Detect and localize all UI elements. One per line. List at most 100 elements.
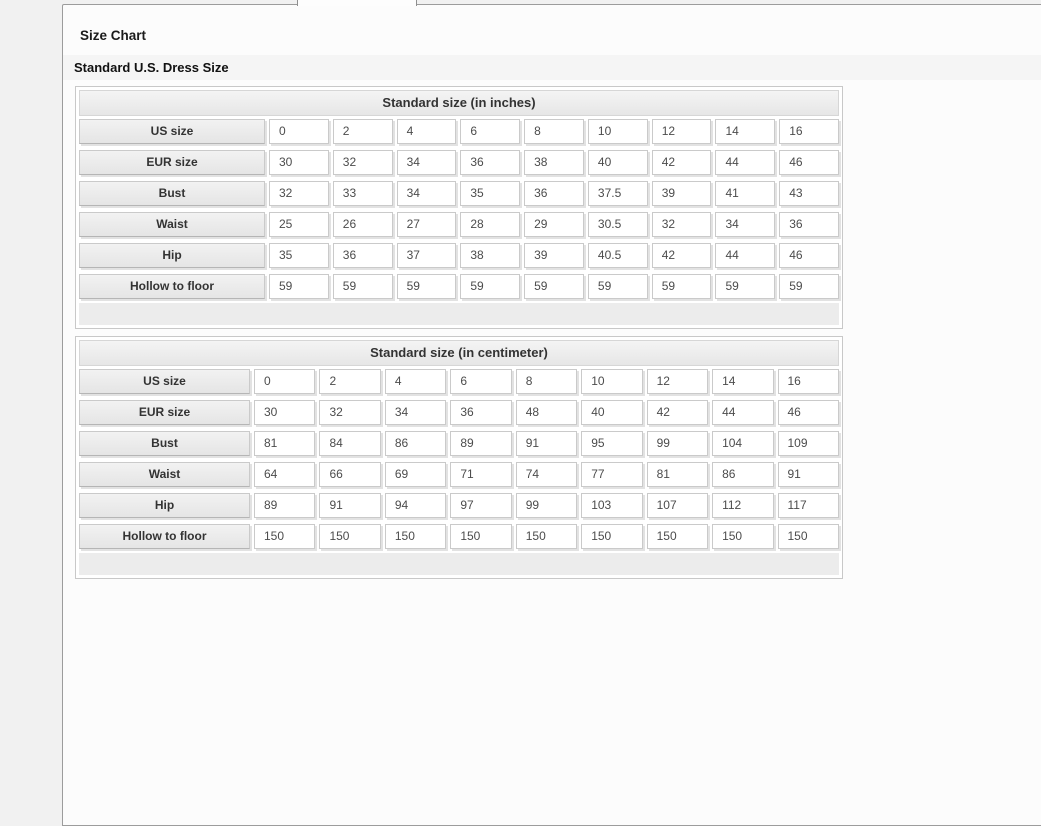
size-cell: 86 (712, 462, 774, 487)
size-cell: 12 (646, 369, 709, 394)
row-label: Bust (79, 431, 250, 456)
size-cell: 39 (524, 243, 584, 268)
size-cell: 59 (524, 274, 584, 299)
table-footer-strip (79, 303, 839, 325)
size-cell: 99 (646, 431, 709, 456)
size-cell: 40 (587, 150, 648, 175)
size-cell: 32 (332, 150, 393, 175)
size-cell: 84 (319, 431, 381, 456)
size-cell: 29 (524, 212, 584, 237)
size-cell: 30 (269, 150, 329, 175)
size-cell: 117 (777, 493, 839, 518)
size-cell: 81 (254, 431, 316, 456)
size-cell: 71 (450, 462, 512, 487)
size-cell: 59 (651, 274, 712, 299)
size-cell: 36 (450, 400, 512, 425)
size-cell: 86 (384, 431, 447, 456)
row-label: US size (79, 369, 250, 394)
size-cell: 0 (269, 119, 329, 144)
size-cell: 32 (319, 400, 381, 425)
size-cell: 39 (651, 181, 712, 206)
size-cell: 89 (254, 493, 316, 518)
size-cell: 34 (384, 400, 447, 425)
size-cell: 59 (715, 274, 776, 299)
size-cell: 14 (712, 369, 774, 394)
size-cell: 10 (587, 119, 648, 144)
size-cell: 8 (515, 369, 578, 394)
size-cell: 59 (587, 274, 648, 299)
size-tables: Standard size (in inches) US size 0 2 4 6 8 10 1… (63, 86, 1041, 579)
row-label: Hollow to floor (79, 524, 250, 549)
table-row: Hip 89 91 94 97 99 103 107 112 117 (79, 491, 839, 522)
size-table-centimeter: Standard size (in centimeter) US size 0 2 4 6… (75, 336, 843, 579)
size-cell: 10 (581, 369, 643, 394)
table-title: Standard size (in inches) (79, 90, 839, 116)
size-cell: 46 (779, 243, 840, 268)
size-cell: 42 (651, 150, 712, 175)
row-label: Waist (79, 462, 250, 487)
size-cell: 2 (319, 369, 381, 394)
size-cell: 150 (515, 524, 578, 549)
size-cell: 150 (777, 524, 839, 549)
row-label: Hip (79, 493, 250, 518)
size-cell: 103 (581, 493, 643, 518)
size-cell: 32 (651, 212, 712, 237)
size-cell: 91 (777, 462, 839, 487)
size-cell: 95 (581, 431, 643, 456)
size-cell: 4 (396, 119, 457, 144)
size-cell: 43 (779, 181, 840, 206)
size-cell: 16 (777, 369, 839, 394)
size-cell: 42 (651, 243, 712, 268)
size-cell: 16 (779, 119, 840, 144)
size-cell: 59 (460, 274, 521, 299)
size-cell: 40.5 (587, 243, 648, 268)
size-cell: 81 (646, 462, 709, 487)
size-cell: 48 (515, 400, 578, 425)
size-cell: 150 (384, 524, 447, 549)
size-cell: 34 (715, 212, 776, 237)
size-cell: 46 (779, 150, 840, 175)
size-cell: 25 (269, 212, 329, 237)
size-cell: 44 (715, 150, 776, 175)
size-cell: 74 (515, 462, 578, 487)
size-cell: 4 (384, 369, 447, 394)
size-cell: 91 (515, 431, 578, 456)
size-cell: 42 (646, 400, 709, 425)
size-cell: 34 (396, 181, 457, 206)
size-cell: 0 (254, 369, 316, 394)
size-cell: 107 (646, 493, 709, 518)
table-row: Bust 81 84 86 89 91 95 99 104 109 (79, 429, 839, 460)
size-cell: 150 (581, 524, 643, 549)
size-cell: 2 (332, 119, 393, 144)
size-cell: 44 (715, 243, 776, 268)
size-cell: 59 (396, 274, 457, 299)
size-cell: 35 (269, 243, 329, 268)
size-cell: 36 (524, 181, 584, 206)
size-cell: 35 (460, 181, 521, 206)
table-row: Hollow to floor 59 59 59 59 59 59 59 59 59 (79, 272, 840, 303)
table-title: Standard size (in centimeter) (79, 340, 839, 366)
size-cell: 40 (581, 400, 643, 425)
size-cell: 38 (460, 243, 521, 268)
content-panel: Size Chart Standard U.S. Dress Size Stan… (62, 4, 1041, 826)
size-cell: 33 (332, 181, 393, 206)
table-row: Bust 32 33 34 35 36 37.5 39 41 43 (79, 179, 840, 210)
table-row: Hollow to floor 150 150 150 150 150 150 150 150 1… (79, 522, 839, 553)
size-cell: 150 (319, 524, 381, 549)
size-cell: 59 (779, 274, 840, 299)
size-cell: 41 (715, 181, 776, 206)
size-cell: 91 (319, 493, 381, 518)
size-cell: 150 (254, 524, 316, 549)
size-cell: 30 (254, 400, 316, 425)
active-tab-remnant[interactable] (297, 0, 417, 6)
size-cell: 37.5 (587, 181, 648, 206)
size-cell: 59 (332, 274, 393, 299)
table-row: EUR size 30 32 34 36 38 40 42 44 46 (79, 148, 840, 179)
size-cell: 109 (777, 431, 839, 456)
table-row: Waist 64 66 69 71 74 77 81 86 91 (79, 460, 839, 491)
row-label: EUR size (79, 400, 250, 425)
page-title: Size Chart (80, 28, 147, 43)
size-cell: 69 (384, 462, 447, 487)
size-cell: 150 (712, 524, 774, 549)
size-cell: 94 (384, 493, 447, 518)
